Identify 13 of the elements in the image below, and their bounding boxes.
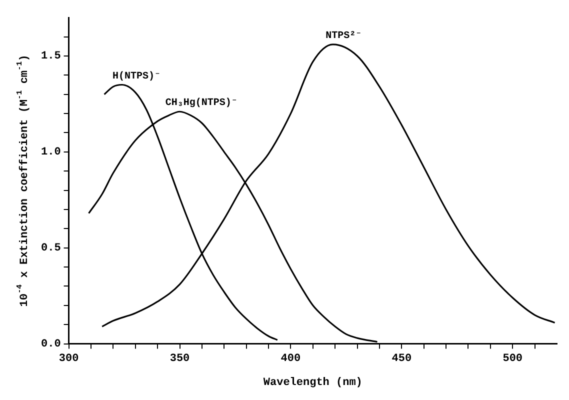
x-tick-label: 350 xyxy=(170,353,190,366)
x-tick-label: 450 xyxy=(392,353,412,366)
series-label: NTPS²⁻ xyxy=(326,30,362,42)
y-tick-label: 1.5 xyxy=(40,50,62,63)
series-label: CH₃Hg(NTPS)⁻ xyxy=(165,97,238,110)
series-label: H(NTPS)⁻ xyxy=(112,70,160,82)
y-tick-label: 0.0 xyxy=(40,338,61,351)
y-tick-label: 0.5 xyxy=(40,242,62,255)
x-axis-title: Wavelength (nm) xyxy=(263,376,362,389)
x-tick-label: 300 xyxy=(58,353,79,366)
y-tick-label: 1.0 xyxy=(40,146,61,159)
x-tick-label: 500 xyxy=(502,353,523,366)
x-tick-label: 400 xyxy=(280,353,301,366)
